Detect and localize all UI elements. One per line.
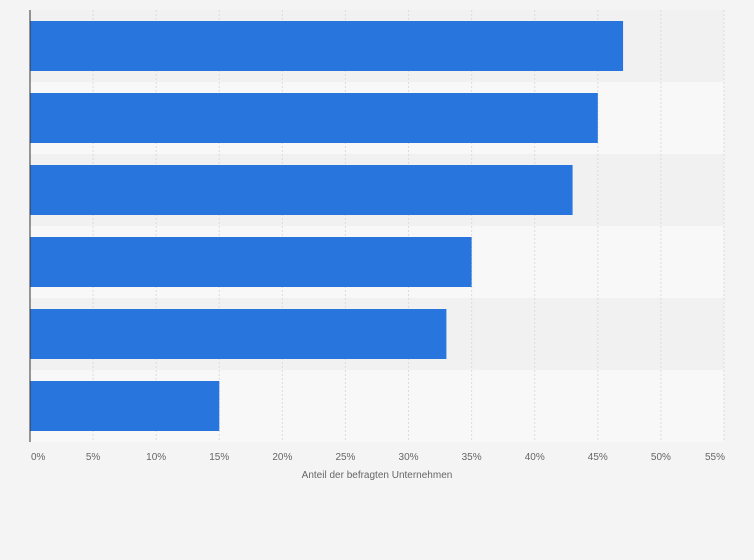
- bar: [30, 93, 598, 143]
- x-tick-label: 25%: [335, 452, 355, 463]
- x-tick-label: 40%: [525, 452, 545, 463]
- x-tick-label: 5%: [86, 452, 101, 463]
- x-tick-label: 0%: [31, 452, 46, 463]
- x-tick-label: 15%: [209, 452, 229, 463]
- gridlines: [92, 10, 725, 442]
- bar: [30, 237, 472, 287]
- bars: [30, 21, 624, 431]
- x-tick-label: 10%: [146, 452, 166, 463]
- bar: [30, 165, 573, 215]
- x-tick-label: 20%: [272, 452, 292, 463]
- x-tick-label: 50%: [651, 452, 671, 463]
- row-bands: [30, 10, 724, 442]
- bar: [30, 381, 220, 431]
- x-tick-label: 30%: [399, 452, 419, 463]
- bar: [30, 309, 447, 359]
- x-tick-label: 35%: [462, 452, 482, 463]
- x-tick-label: 55%: [705, 452, 725, 463]
- x-axis-title: Anteil der befragten Unternehmen: [302, 470, 453, 481]
- x-axis-ticks: 0% 5% 10% 15% 20% 25% 30% 35% 40% 45% 50% 55%: [31, 452, 725, 463]
- x-tick-label: 45%: [588, 452, 608, 463]
- bar: [30, 21, 624, 71]
